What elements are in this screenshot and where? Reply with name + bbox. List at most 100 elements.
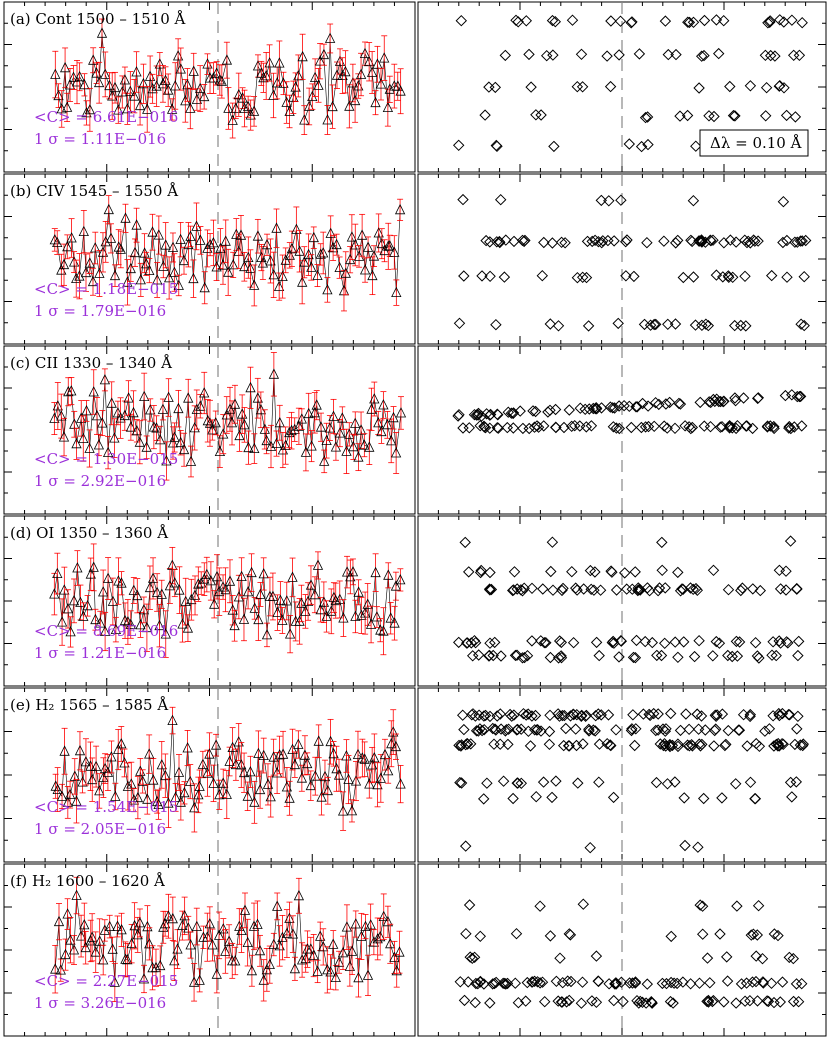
data-diamond <box>726 271 739 284</box>
data-diamond <box>740 320 752 332</box>
data-diamond <box>470 725 483 737</box>
data-triangle <box>328 410 339 421</box>
data-diamond <box>764 420 777 432</box>
data-diamond <box>713 395 725 408</box>
data-diamond <box>639 421 652 433</box>
data-triangle <box>104 79 115 91</box>
data-diamond <box>646 996 658 1009</box>
panel-title: (f) H₂ 1600 – 1620 Å <box>10 872 165 890</box>
data-triangle <box>246 566 257 578</box>
data-triangle <box>249 602 260 613</box>
data-triangle <box>330 594 341 606</box>
data-diamond <box>724 234 737 246</box>
data-triangle <box>321 610 332 621</box>
data-triangle <box>238 766 250 778</box>
data-diamond <box>479 109 491 121</box>
data-triangle <box>277 931 288 942</box>
data-triangle <box>389 246 400 257</box>
data-diamond <box>630 401 642 413</box>
data-triangle <box>343 773 354 784</box>
data-triangle <box>61 101 73 112</box>
data-diamond <box>494 193 507 206</box>
data-diamond <box>615 634 627 647</box>
data-diamond <box>507 584 520 596</box>
data-diamond <box>682 16 694 28</box>
data-triangle <box>383 765 394 776</box>
data-diamond <box>686 740 699 752</box>
data-diamond <box>750 975 762 988</box>
data-triangle <box>169 266 180 277</box>
data-diamond <box>636 397 649 410</box>
data-triangle <box>302 757 313 769</box>
data-triangle <box>90 242 101 253</box>
data-diamond <box>628 270 640 283</box>
data-diamond <box>641 236 653 249</box>
light-curve-line <box>55 720 401 812</box>
data-triangle <box>363 55 375 67</box>
data-triangle <box>90 613 101 625</box>
data-triangle <box>233 591 245 602</box>
data-triangle <box>50 963 61 974</box>
data-diamond <box>792 710 804 723</box>
data-triangle <box>325 966 336 977</box>
data-diamond <box>483 81 495 93</box>
data-diamond <box>587 724 600 736</box>
data-triangle <box>350 417 361 428</box>
data-diamond <box>605 15 617 27</box>
data-diamond <box>589 725 601 737</box>
data-diamond <box>735 978 748 990</box>
data-triangle <box>375 78 387 89</box>
data-diamond <box>497 775 510 787</box>
data-triangle <box>155 959 166 971</box>
data-triangle <box>356 229 368 240</box>
data-diamond <box>530 109 542 121</box>
data-triangle <box>234 429 245 441</box>
data-triangle <box>257 257 269 268</box>
data-triangle <box>378 625 389 636</box>
data-triangle <box>394 946 405 957</box>
data-triangle <box>316 791 327 802</box>
data-triangle <box>134 917 146 928</box>
data-diamond <box>628 739 641 752</box>
data-diamond <box>787 49 800 62</box>
data-diamond <box>659 582 671 594</box>
data-triangle <box>147 82 158 94</box>
data-triangle <box>104 920 115 931</box>
data-triangle <box>52 236 63 247</box>
data-diamond <box>770 649 782 662</box>
data-diamond <box>526 635 538 647</box>
data-diamond <box>466 952 479 965</box>
data-triangle <box>296 413 307 424</box>
data-triangle <box>58 258 70 270</box>
data-diamond <box>554 952 566 964</box>
data-triangle <box>62 240 73 252</box>
data-diamond <box>754 584 767 597</box>
data-diamond <box>488 738 500 750</box>
data-diamond <box>604 401 617 413</box>
data-triangle <box>191 920 202 931</box>
data-diamond <box>557 582 569 595</box>
data-triangle <box>229 398 241 409</box>
data-diamond <box>753 740 766 753</box>
data-diamond <box>643 584 656 597</box>
data-diamond <box>552 320 565 332</box>
data-triangle <box>113 104 124 115</box>
data-triangle <box>254 944 266 956</box>
data-diamond <box>564 929 577 941</box>
data-diamond <box>459 536 471 549</box>
data-diamond <box>752 392 765 404</box>
data-triangle <box>375 930 386 942</box>
data-triangle <box>102 766 114 777</box>
data-triangle <box>277 270 288 281</box>
data-diamond <box>783 951 796 964</box>
data-triangle <box>164 580 176 591</box>
data-diamond <box>707 234 719 246</box>
data-diamond <box>614 15 627 27</box>
data-triangle <box>245 766 256 777</box>
data-diamond <box>504 708 516 721</box>
panel-title: (d) OI 1350 – 1360 Å <box>10 524 168 542</box>
data-triangle <box>274 416 285 428</box>
data-triangle <box>98 771 109 782</box>
data-diamond <box>704 420 717 433</box>
data-diamond <box>672 738 684 750</box>
